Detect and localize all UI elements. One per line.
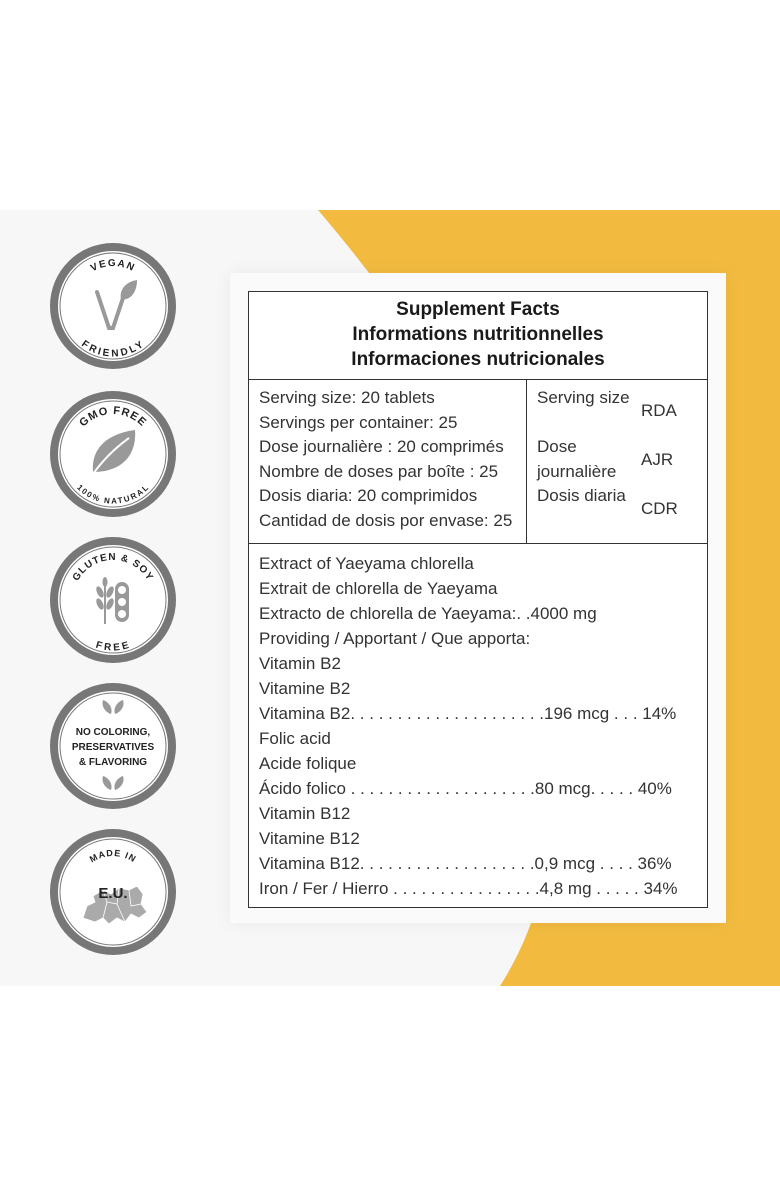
gmo-free-badge: GMO FREE 100% NATURAL: [47, 388, 179, 520]
vegan-friendly-badge: VEGAN FRIENDLY: [47, 240, 179, 372]
badge-line-2: PRESERVATIVES: [72, 742, 155, 753]
header-abbr: RDA: [641, 401, 677, 420]
header-cdr: Dosis diaria CDR: [537, 484, 702, 533]
column-divider: [526, 380, 527, 543]
ingredient-line: Folic acid: [259, 729, 331, 748]
title-english: Supplement Facts: [396, 299, 560, 320]
ingredient-line: Vitamina B2. . . . . . . . . . . . . . .…: [259, 704, 677, 723]
ingredient-line: Ácido folico . . . . . . . . . . . . . .…: [259, 779, 672, 798]
header-label: Dosis diaria: [537, 486, 626, 506]
serving-section: Serving size: 20 tablets Servings per co…: [249, 380, 707, 544]
badge-line-1: NO COLORING,: [76, 727, 151, 738]
no-coloring-badge: NO COLORING, PRESERVATIVES & FLAVORING: [47, 680, 179, 812]
serving-line: Servings per container: 25: [259, 412, 458, 432]
ingredient-line: Vitamin B2: [259, 654, 341, 673]
ingredients-section: Extract of Yaeyama chlorella Extrait de …: [249, 544, 707, 901]
ingredient-line: Vitamina B12. . . . . . . . . . . . . . …: [259, 854, 672, 873]
header-label: Dose journalière: [537, 437, 617, 481]
facts-title-block: Supplement Facts Informations nutritionn…: [249, 292, 707, 380]
wheat-soy-icon: [96, 577, 129, 624]
serving-line: Nombre de doses par boîte : 25: [259, 461, 499, 481]
serving-line: Dose journalière : 20 comprimés: [259, 437, 504, 457]
ingredient-line: Vitamine B12: [259, 829, 360, 848]
header-abbr: CDR: [641, 499, 678, 519]
supplement-facts-table: Supplement Facts Informations nutritionn…: [248, 291, 708, 908]
ingredient-line: Acide folique: [259, 754, 357, 773]
serving-line: Serving size: 20 tablets: [259, 388, 435, 407]
title-french: Informations nutritionnelles: [352, 324, 604, 345]
serving-info: Serving size: 20 tablets Servings per co…: [259, 386, 527, 534]
leaf-icon: [92, 430, 136, 475]
badge-center-text: E.U.: [98, 885, 127, 902]
header-rda: Serving size RDA: [537, 386, 702, 435]
ingredient-line: Vitamin B12: [259, 804, 351, 823]
ingredient-line: Vitamine B2: [259, 679, 351, 698]
reference-intake-headers: Serving size RDA Dose journalière AJR Do…: [537, 386, 702, 534]
header-ajr: Dose journalière AJR: [537, 435, 702, 484]
vegan-v-leaf-icon: [95, 280, 137, 330]
ingredient-line: Extracto de chlorella de Yaeyama:. .4000…: [259, 604, 597, 623]
leaf-pair-icon: [102, 700, 124, 790]
badge-top-text: VEGAN: [89, 258, 137, 274]
header-label: Serving size: [537, 388, 630, 407]
title-spanish: Informaciones nutricionales: [351, 349, 605, 370]
made-in-eu-badge: MADE IN E.U.: [47, 826, 179, 958]
ingredient-line: Extract of Yaeyama chlorella: [259, 554, 474, 573]
header-abbr: AJR: [641, 450, 674, 470]
gluten-soy-free-badge: GLUTEN & SOY FREE: [47, 534, 179, 666]
ingredient-line: Extrait de chlorella de Yaeyama: [259, 579, 498, 598]
badge-line-3: & FLAVORING: [79, 757, 147, 768]
ingredient-line: Providing / Apportant / Que apporta:: [259, 629, 531, 648]
ingredient-line: Iron / Fer / Hierro . . . . . . . . . . …: [259, 879, 678, 898]
europe-map-icon: [82, 885, 148, 925]
serving-line: Cantidad de dosis por envase: 25: [259, 510, 513, 530]
serving-line: Dosis diaria: 20 comprimidos: [259, 486, 478, 506]
